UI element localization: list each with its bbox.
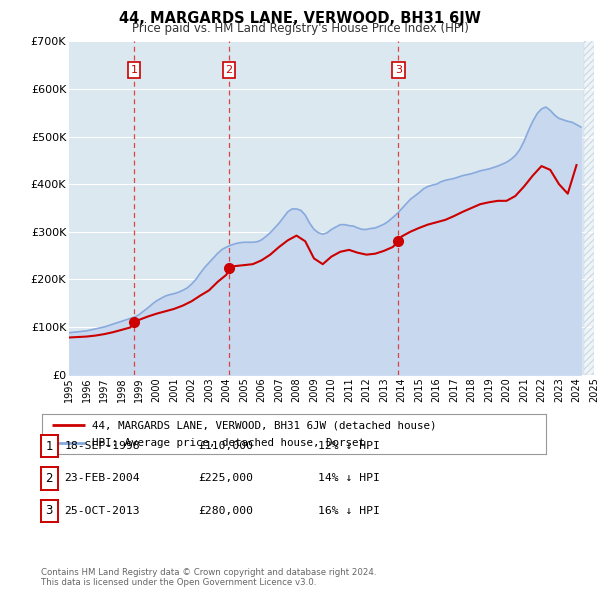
Text: £110,000: £110,000 [198, 441, 253, 451]
Text: £280,000: £280,000 [198, 506, 253, 516]
Text: 25-OCT-2013: 25-OCT-2013 [64, 506, 140, 516]
Text: Price paid vs. HM Land Registry's House Price Index (HPI): Price paid vs. HM Land Registry's House … [131, 22, 469, 35]
Text: 2: 2 [226, 65, 233, 75]
Text: 23-FEB-2004: 23-FEB-2004 [64, 474, 140, 483]
Text: £225,000: £225,000 [198, 474, 253, 483]
Text: 14% ↓ HPI: 14% ↓ HPI [318, 474, 380, 483]
Text: 44, MARGARDS LANE, VERWOOD, BH31 6JW: 44, MARGARDS LANE, VERWOOD, BH31 6JW [119, 11, 481, 25]
Text: 3: 3 [395, 65, 402, 75]
Text: 1: 1 [131, 65, 137, 75]
Text: 2: 2 [46, 472, 53, 485]
Text: 1: 1 [46, 440, 53, 453]
Text: 44, MARGARDS LANE, VERWOOD, BH31 6JW (detached house): 44, MARGARDS LANE, VERWOOD, BH31 6JW (de… [92, 420, 437, 430]
Text: 3: 3 [46, 504, 53, 517]
Text: 16% ↓ HPI: 16% ↓ HPI [318, 506, 380, 516]
Text: HPI: Average price, detached house, Dorset: HPI: Average price, detached house, Dors… [92, 438, 365, 448]
Text: 18-SEP-1998: 18-SEP-1998 [64, 441, 140, 451]
Text: 12% ↓ HPI: 12% ↓ HPI [318, 441, 380, 451]
Text: Contains HM Land Registry data © Crown copyright and database right 2024.
This d: Contains HM Land Registry data © Crown c… [41, 568, 376, 587]
